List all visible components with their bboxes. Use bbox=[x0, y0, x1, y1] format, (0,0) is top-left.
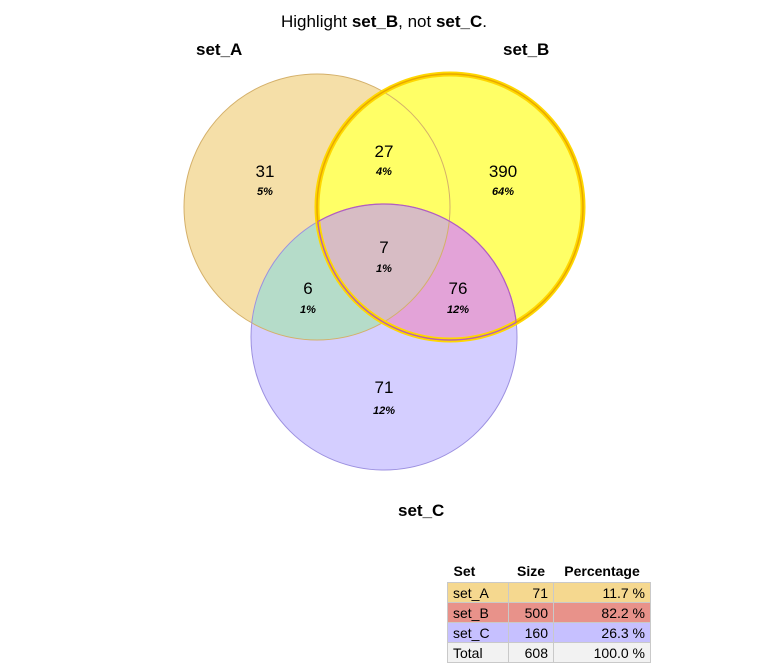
cell-size: 500 bbox=[508, 602, 554, 623]
svg-text:390: 390 bbox=[489, 162, 517, 181]
cell-set: Total bbox=[447, 642, 509, 663]
svg-text:31: 31 bbox=[256, 162, 275, 181]
set-label-b: set_B bbox=[503, 40, 550, 59]
svg-text:7: 7 bbox=[379, 238, 388, 257]
cell-set: set_C bbox=[447, 622, 509, 643]
region-label-b-only: 390 64% bbox=[489, 162, 517, 198]
table-row: set_A 71 11.7 % bbox=[447, 582, 651, 603]
region-label-b-c: 76 12% bbox=[447, 279, 469, 316]
region-label-a-b: 27 4% bbox=[375, 142, 394, 178]
cell-size: 608 bbox=[508, 642, 554, 663]
cell-percentage: 82.2 % bbox=[553, 602, 651, 623]
svg-text:71: 71 bbox=[375, 378, 394, 397]
cell-percentage: 26.3 % bbox=[553, 622, 651, 643]
svg-text:1%: 1% bbox=[300, 304, 316, 316]
cell-percentage: 100.0 % bbox=[553, 642, 651, 663]
set-size-table: Set Size Percentage set_A 71 11.7 % set_… bbox=[447, 561, 651, 663]
title-set1: set_B bbox=[351, 12, 399, 31]
cell-set: set_B bbox=[447, 602, 509, 623]
header-set: Set bbox=[453, 563, 476, 579]
svg-text:4%: 4% bbox=[375, 166, 392, 178]
svg-text:27: 27 bbox=[375, 142, 394, 161]
cell-size: 160 bbox=[508, 622, 554, 643]
table-header-row: Set Size Percentage bbox=[448, 561, 651, 583]
cell-size: 71 bbox=[508, 582, 554, 603]
svg-text:64%: 64% bbox=[492, 186, 514, 198]
svg-text:12%: 12% bbox=[447, 304, 469, 316]
region-label-a-b-c: 7 1% bbox=[376, 238, 392, 275]
set-label-c: set_C bbox=[398, 501, 445, 520]
svg-text:6: 6 bbox=[303, 279, 312, 298]
table-row: set_C 160 26.3 % bbox=[447, 622, 651, 643]
svg-text:1%: 1% bbox=[376, 263, 392, 275]
outline-set-a bbox=[183, 73, 451, 341]
region-label-a-c: 6 1% bbox=[300, 279, 316, 316]
svg-text:12%: 12% bbox=[373, 405, 395, 417]
header-size: Size bbox=[516, 563, 545, 579]
title-set2: set_C bbox=[435, 12, 483, 31]
svg-text:5%: 5% bbox=[257, 186, 273, 198]
header-percentage: Percentage bbox=[564, 563, 640, 579]
svg-text:76: 76 bbox=[449, 279, 468, 298]
table-row: Total 608 100.0 % bbox=[447, 642, 651, 663]
table-row: set_B 500 82.2 % bbox=[447, 602, 651, 623]
region-label-c-only: 71 12% bbox=[373, 378, 395, 417]
diagram-title: Highlight set_B, not set_C. bbox=[280, 12, 488, 31]
region-label-a-only: 31 5% bbox=[256, 162, 275, 198]
cell-percentage: 11.7 % bbox=[553, 582, 651, 603]
cell-set: set_A bbox=[447, 582, 509, 603]
set-label-a: set_A bbox=[196, 40, 243, 59]
